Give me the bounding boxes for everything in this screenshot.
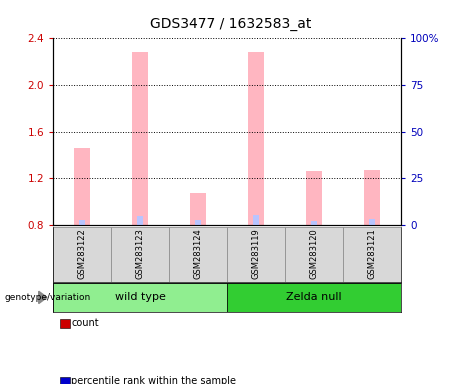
Bar <box>306 171 322 225</box>
Bar <box>137 217 143 225</box>
Bar <box>111 227 169 282</box>
Bar <box>364 170 380 225</box>
Polygon shape <box>39 291 47 303</box>
Bar <box>190 193 206 225</box>
Bar <box>60 319 70 328</box>
Text: count: count <box>71 318 99 328</box>
Bar <box>195 220 201 225</box>
Text: wild type: wild type <box>115 292 165 303</box>
Bar <box>132 52 148 225</box>
Bar <box>311 221 317 225</box>
Text: GSM283124: GSM283124 <box>194 228 202 279</box>
Bar <box>253 215 259 225</box>
Bar <box>169 227 227 282</box>
Bar <box>369 219 375 225</box>
Bar <box>227 283 401 312</box>
Bar <box>248 52 264 225</box>
Text: GSM283121: GSM283121 <box>367 228 377 279</box>
Text: percentile rank within the sample: percentile rank within the sample <box>71 376 236 384</box>
Text: GSM283120: GSM283120 <box>309 228 319 279</box>
Text: GSM283123: GSM283123 <box>136 228 145 279</box>
Text: genotype/variation: genotype/variation <box>5 293 91 302</box>
Text: Zelda null: Zelda null <box>286 292 342 303</box>
Text: GSM283119: GSM283119 <box>252 228 260 279</box>
Bar <box>53 227 111 282</box>
Bar <box>227 227 285 282</box>
Bar <box>60 377 70 384</box>
Bar <box>285 227 343 282</box>
Text: GDS3477 / 1632583_at: GDS3477 / 1632583_at <box>150 17 311 31</box>
Bar <box>79 220 85 225</box>
Bar <box>343 227 401 282</box>
Text: GSM283122: GSM283122 <box>77 228 87 279</box>
Bar <box>74 148 90 225</box>
Bar <box>53 283 227 312</box>
